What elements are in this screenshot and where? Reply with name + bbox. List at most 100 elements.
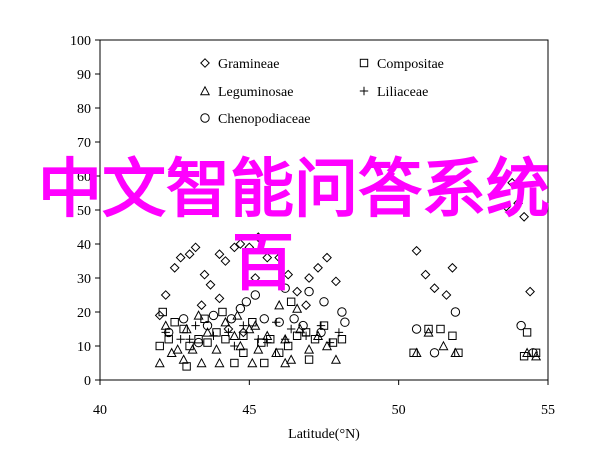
data-point-diamond xyxy=(220,256,231,266)
data-point-circle xyxy=(193,337,204,348)
data-point-triangle xyxy=(187,344,198,354)
data-point-plus xyxy=(185,335,194,344)
data-point-diamond xyxy=(292,286,303,297)
data-point-triangle xyxy=(211,344,222,354)
legend-marker-diamond xyxy=(200,58,210,68)
x-axis: 40 45 50 55 xyxy=(93,380,555,418)
data-point-plus xyxy=(280,335,290,344)
data-point-triangle xyxy=(280,357,291,368)
data-point-diamond xyxy=(301,300,311,311)
data-point-diamond xyxy=(513,198,524,209)
overlay-subtitle: 百 xyxy=(232,226,295,299)
data-point-plus xyxy=(176,335,185,344)
data-point-circle xyxy=(304,286,314,297)
data-point-square xyxy=(436,324,445,334)
data-point-circle xyxy=(226,314,237,324)
data-point-triangle xyxy=(220,316,231,327)
y-axis: 0 10 20 30 40 50 60 70 80 90 100 xyxy=(70,34,100,389)
y-tick-label: 100 xyxy=(70,34,91,49)
data-point-circle xyxy=(259,314,269,324)
data-point-diamond xyxy=(184,249,195,260)
data-point-plus xyxy=(191,321,200,330)
data-point-triangle xyxy=(295,323,306,334)
data-point-triangle xyxy=(247,357,258,368)
data-point-circle xyxy=(337,307,347,317)
data-point-circle xyxy=(340,317,350,327)
data-point-square xyxy=(292,331,302,341)
data-point-triangle xyxy=(423,327,434,337)
y-tick-label: 10 xyxy=(77,340,91,355)
data-point-circle xyxy=(274,317,284,327)
data-point-diamond xyxy=(420,269,431,280)
data-point-triangle xyxy=(250,320,261,330)
data-point-triangle xyxy=(321,340,333,351)
data-point-triangle xyxy=(411,347,422,357)
data-point-circle xyxy=(289,314,299,324)
data-point-triangle xyxy=(292,303,303,313)
data-point-triangle xyxy=(274,299,285,310)
data-point-square xyxy=(424,324,433,334)
data-point-circle xyxy=(163,327,174,338)
legend-marker-circle xyxy=(200,113,210,123)
data-point-triangle xyxy=(438,340,449,351)
data-point-square xyxy=(448,331,457,341)
data-point-square xyxy=(522,328,532,337)
data-point-circle xyxy=(208,310,219,321)
x-tick-label: 50 xyxy=(392,403,406,418)
data-point-diamond xyxy=(411,245,422,256)
data-point-square xyxy=(221,335,230,344)
data-point-plus xyxy=(254,335,263,344)
data-point-diamond xyxy=(519,211,530,222)
data-point-circle xyxy=(316,327,326,338)
series-gramineae xyxy=(154,177,535,338)
data-point-diamond xyxy=(190,242,201,253)
data-point-diamond xyxy=(313,262,323,273)
data-point-square xyxy=(337,335,347,344)
data-point-diamond xyxy=(322,252,332,263)
y-tick-label: 90 xyxy=(77,68,91,83)
data-point-triangle xyxy=(229,330,240,340)
data-point-diamond xyxy=(235,239,246,249)
data-point-diamond xyxy=(229,242,240,253)
data-point-square xyxy=(194,335,203,344)
data-point-triangle xyxy=(172,344,183,354)
data-point-circle xyxy=(429,348,440,358)
data-point-plus xyxy=(230,341,239,351)
data-point-diamond xyxy=(283,269,294,280)
data-point-triangle xyxy=(531,350,542,361)
data-point-diamond xyxy=(160,290,171,300)
data-point-diamond xyxy=(507,177,518,188)
data-point-diamond xyxy=(154,310,165,321)
data-point-triangle xyxy=(193,310,204,320)
data-point-diamond xyxy=(244,242,255,253)
data-point-triangle xyxy=(196,357,207,368)
data-point-diamond xyxy=(304,273,314,283)
data-point-square xyxy=(304,355,314,364)
data-point-square xyxy=(239,348,248,358)
data-point-circle xyxy=(319,297,329,307)
data-point-square xyxy=(155,341,164,351)
data-point-circle xyxy=(280,283,290,293)
data-point-square xyxy=(170,318,179,327)
data-point-triangle xyxy=(181,323,192,334)
data-point-plus xyxy=(209,331,218,340)
x-axis-title: Latitude(°N) xyxy=(288,427,360,442)
data-point-triangle xyxy=(286,354,297,364)
legend-marker-plus xyxy=(359,86,369,96)
data-point-triangle xyxy=(450,347,461,357)
data-point-square xyxy=(182,362,191,371)
data-point-diamond xyxy=(175,252,186,263)
x-tick-label: 55 xyxy=(541,403,555,418)
data-point-circle xyxy=(241,297,252,307)
y-tick-label: 0 xyxy=(84,374,91,389)
legend-marker-square xyxy=(359,58,369,68)
data-point-square xyxy=(239,331,248,341)
data-point-triangle xyxy=(232,310,243,320)
legend-label: Liliaceae xyxy=(377,85,428,100)
data-point-plus xyxy=(286,324,296,334)
data-point-circle xyxy=(202,320,213,331)
overlay-title: 中文智能问答系统 xyxy=(38,153,550,227)
data-point-plus xyxy=(224,328,233,337)
data-point-circle xyxy=(528,348,538,358)
data-point-plus xyxy=(239,321,248,330)
